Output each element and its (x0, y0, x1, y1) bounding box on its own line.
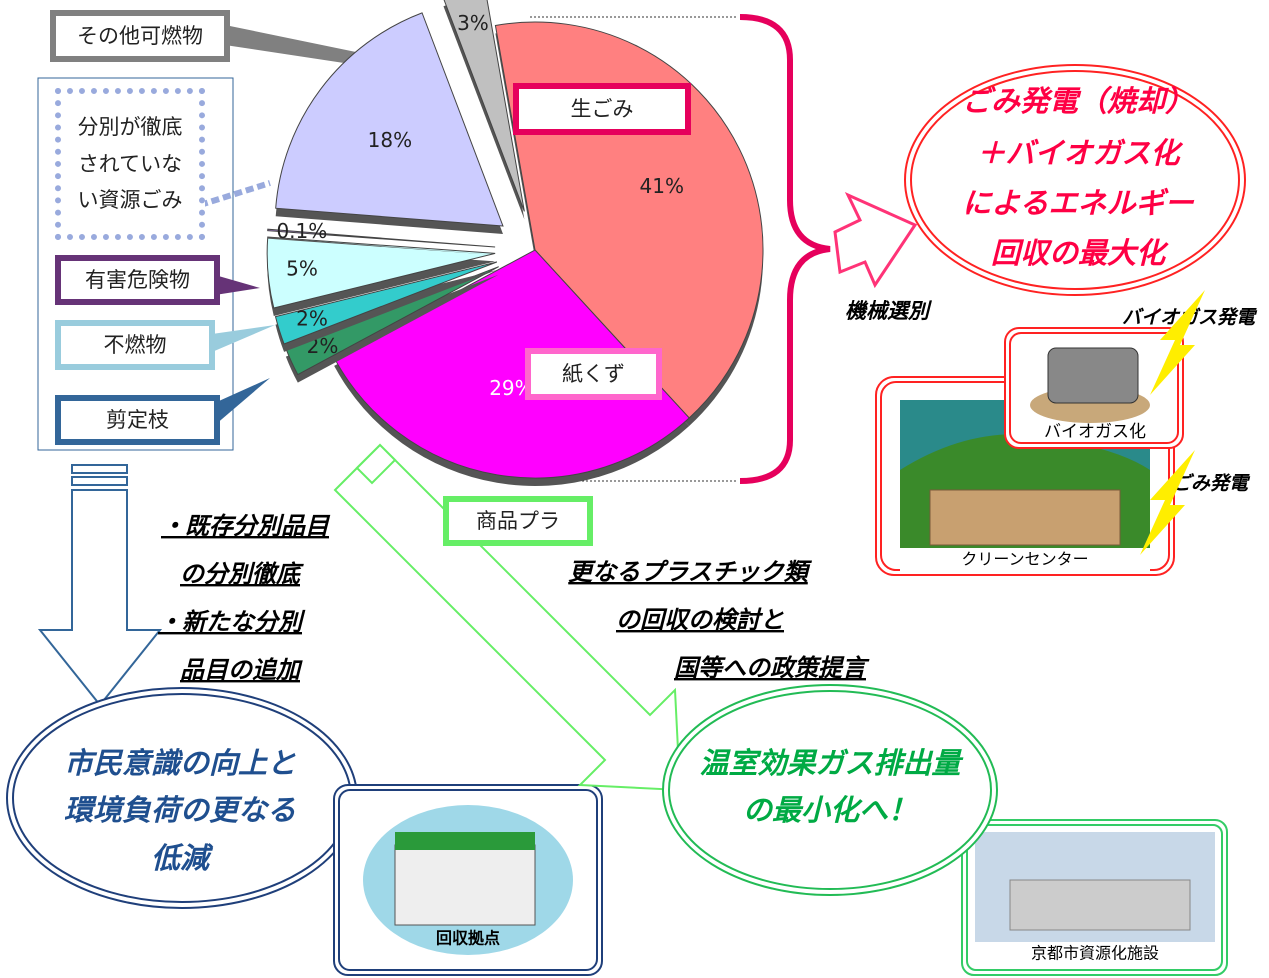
citizen-text: 低減 (151, 841, 214, 875)
plastics-text: 更なるプラスチック類 (568, 558, 813, 586)
callout: 分別が徹底されていない資源ごみ (55, 88, 205, 240)
separation-text: ・既存分別品目 (161, 512, 331, 540)
value-label: 2% (296, 307, 328, 331)
frame (37, 77, 234, 451)
separation-text: 品目の追加 (180, 656, 303, 684)
callout: 不燃物 (55, 320, 215, 370)
pointer (210, 378, 270, 425)
pie-slice (266, 236, 496, 309)
pie-slice (275, 12, 504, 227)
callout: 紙くず (525, 348, 662, 400)
image (900, 548, 1150, 573)
pie-slice-shadow (285, 274, 499, 383)
sorting-label: 機械選別 (845, 299, 932, 323)
energy-text: 回収の最大化 (991, 236, 1169, 270)
pie-slice (443, 0, 525, 212)
callout: 商品プラ (443, 496, 593, 546)
caption: クリーンセンター (961, 550, 1088, 569)
pie-slice (333, 249, 690, 479)
pie-slice-shadow (267, 237, 496, 256)
pointer (205, 325, 275, 355)
arrow (355, 443, 397, 485)
value-label: 0.1% (276, 219, 327, 243)
arrow (37, 489, 163, 707)
value-label: 3% (457, 11, 489, 35)
frame (966, 824, 1223, 971)
citizen-text: 環境負荷の更なる (64, 793, 296, 827)
bolt (1150, 290, 1205, 395)
ghg-text: の最小化へ！ (743, 793, 917, 827)
separation-text: の分別徹底 (180, 560, 304, 588)
ellipse (904, 64, 1246, 296)
value-label: 41% (640, 174, 684, 198)
plastics-text: 国等への政策提言 (674, 654, 870, 682)
image (395, 832, 535, 850)
pie: 41%29%2%2%5%0.1%18%3% (266, 0, 764, 486)
arrow (71, 464, 128, 474)
image (394, 844, 536, 926)
arrow (833, 191, 918, 289)
energy-text: ＋バイオガス化 (976, 136, 1183, 170)
ellipse (910, 70, 1240, 290)
value-label: 5% (286, 256, 318, 280)
brace (739, 14, 831, 484)
ellipse (662, 684, 998, 896)
arrow (71, 476, 128, 486)
ghg-text: 温室効果ガス排出量 (699, 746, 963, 780)
bolt (1140, 450, 1195, 555)
callout: その他可燃物 (50, 10, 230, 62)
frame (338, 789, 598, 971)
separation-text: ・新たな分別 (158, 608, 306, 636)
caption: 回収拠点 (436, 929, 500, 948)
image (1009, 879, 1191, 931)
energy-text: によるエネルギー (962, 186, 1194, 220)
pie-slice-shadow (443, 0, 525, 220)
energy-text: ごみ発電（焼却） (962, 84, 1194, 118)
pie-slice-shadow (275, 270, 497, 352)
plastics-text: の回収の検討と (616, 606, 784, 634)
citizen-text: 市民意識の向上と (64, 746, 296, 780)
pie-slice (267, 228, 496, 248)
callout: 剪定枝 (55, 395, 220, 445)
callout: 有害危険物 (55, 255, 220, 305)
pointer (215, 275, 260, 295)
pointer (199, 180, 271, 208)
image (929, 489, 1121, 546)
ellipse (668, 690, 992, 890)
value-label: 18% (368, 128, 412, 152)
label: ごみ発電 (1172, 473, 1251, 495)
caption: バイオガス化 (1044, 422, 1146, 442)
frame (1009, 332, 1179, 444)
pie-slice (274, 261, 498, 345)
callout: 生ごみ (513, 83, 691, 135)
caption: 京都市資源化施設 (1031, 944, 1159, 963)
image (1047, 347, 1139, 404)
